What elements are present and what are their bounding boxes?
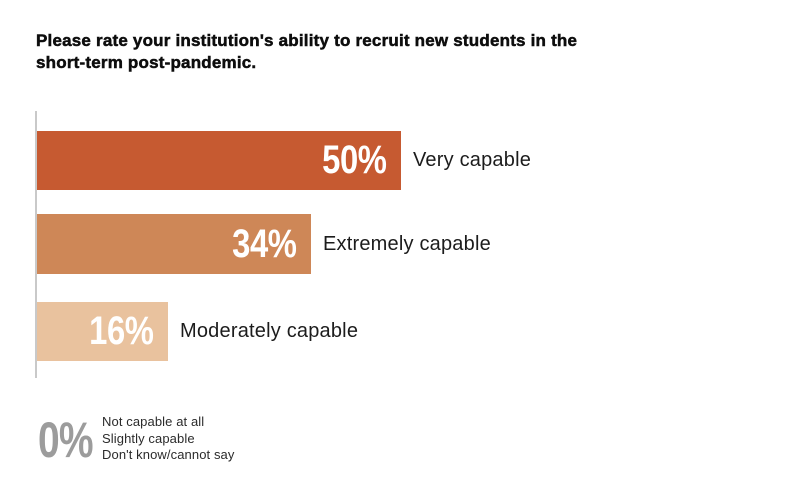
bar-moderately-capable: 16%	[37, 302, 168, 361]
bar-category-label: Moderately capable	[180, 320, 359, 342]
bar-value-label: 50%	[322, 138, 388, 182]
y-axis-line	[35, 111, 37, 378]
zero-value-label: 0%	[38, 412, 94, 468]
bar-row-moderately-capable: 16% Moderately capable	[37, 302, 358, 361]
bar-extremely-capable: 34%	[37, 214, 311, 274]
zero-category-label: Don't know/cannot say	[102, 447, 235, 462]
bar-value-label: 34%	[232, 221, 298, 266]
zero-category-labels: Not capable at all Slightly capable Don'…	[102, 414, 235, 464]
bar-value-label: 16%	[89, 309, 155, 353]
bar-category-label: Very capable	[413, 149, 532, 171]
zero-category-label: Not capable at all	[102, 414, 205, 429]
zero-category-label: Slightly capable	[102, 430, 195, 446]
bar-category-label: Extremely capable	[323, 232, 491, 255]
chart-title-line-2: short-term post-pandemic.	[36, 53, 257, 73]
bar-row-extremely-capable: 34% Extremely capable	[37, 214, 491, 274]
bar-row-very-capable: 50% Very capable	[37, 131, 531, 190]
chart-title-line-1: Please rate your institution's ability t…	[36, 31, 578, 51]
chart-title: Please rate your institution's ability t…	[36, 30, 577, 74]
bar-very-capable: 50%	[37, 131, 401, 190]
